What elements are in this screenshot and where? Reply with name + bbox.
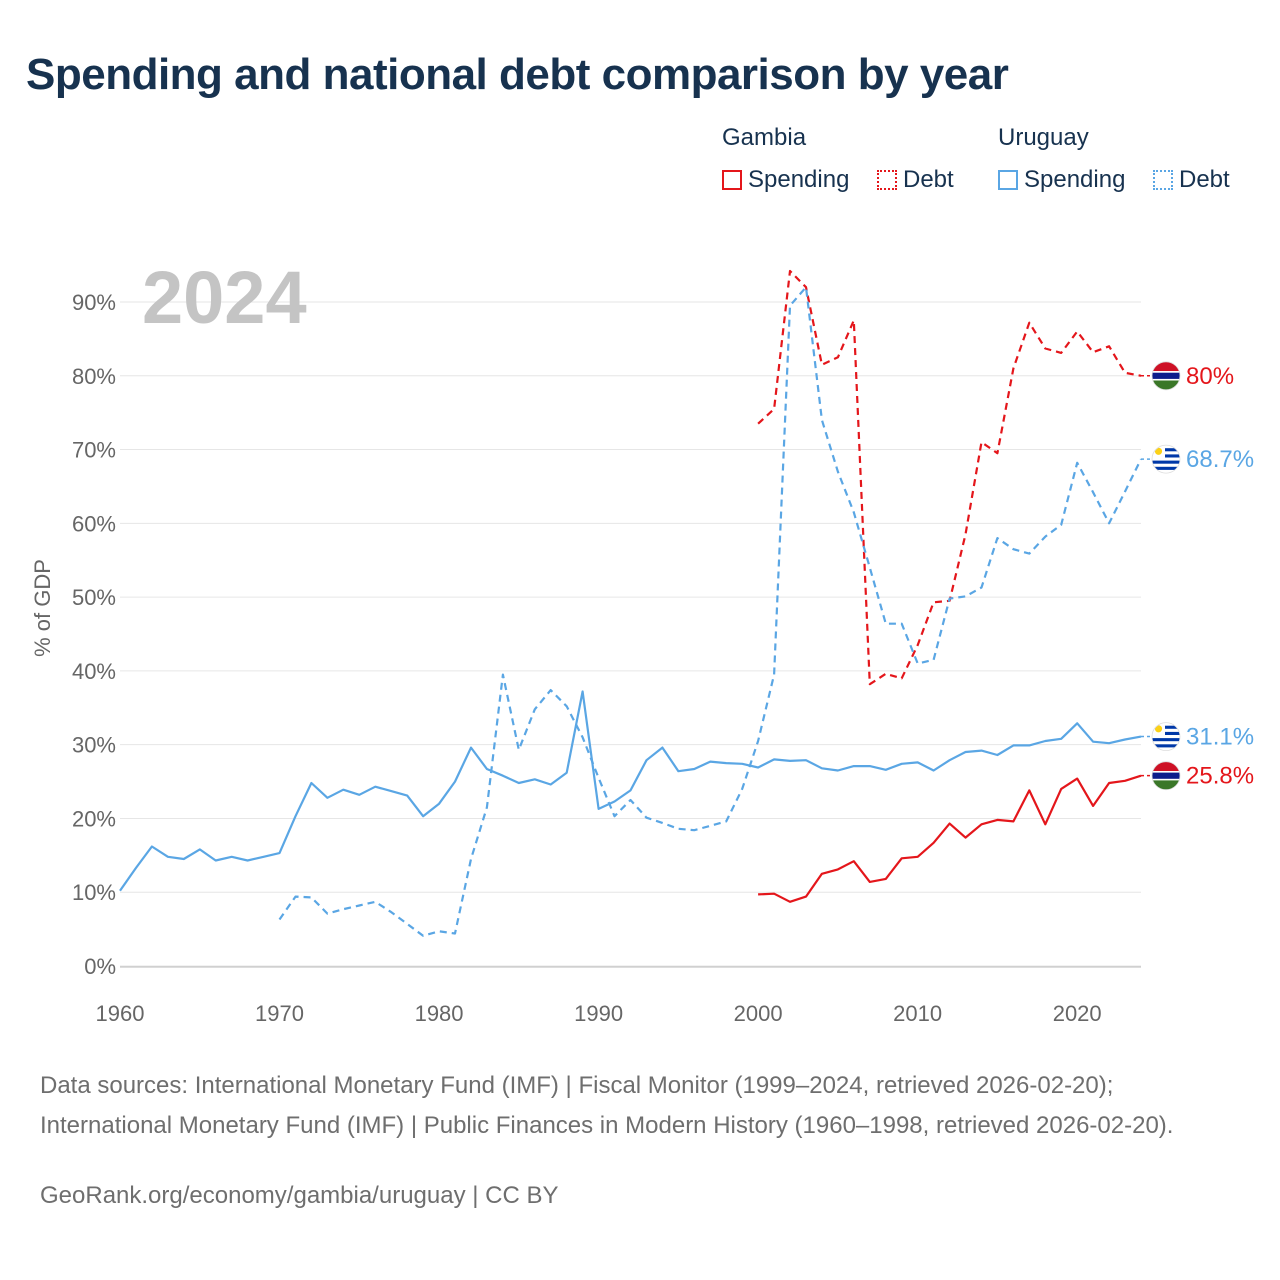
x-tick-label: 1960	[96, 1001, 145, 1026]
x-tick-label: 2010	[893, 1001, 942, 1026]
x-tick-label: 2020	[1053, 1001, 1102, 1026]
legend-swatch-gambia-debt	[877, 170, 897, 190]
y-tick-label: 0%	[84, 954, 116, 979]
y-tick-label: 90%	[72, 290, 116, 315]
legend-group-uruguay: Uruguay	[998, 124, 1089, 151]
legend-swatch-gambia-spending	[722, 170, 742, 190]
data-sources: Data sources: International Monetary Fun…	[40, 1072, 1174, 1139]
legend-label-uruguay-spending: Spending	[1024, 166, 1126, 193]
legend-gambia-spending[interactable]: Spending	[722, 166, 849, 194]
end-value-label: 25.8%	[1186, 763, 1254, 790]
y-axis-label: % of GDP	[30, 559, 55, 657]
y-tick-label: 60%	[72, 511, 116, 536]
y-tick-label: 70%	[72, 438, 116, 463]
chart-title: Spending and national debt comparison by…	[26, 50, 1009, 99]
series-line-gambia-debt[interactable]	[757, 269, 1142, 686]
x-tick-label: 1990	[574, 1001, 623, 1026]
y-tick-label: 50%	[72, 585, 116, 610]
series-line-gambia-spending[interactable]	[758, 774, 1142, 903]
legend-swatch-uruguay-spending	[998, 170, 1018, 190]
legend-label-gambia-spending: Spending	[748, 166, 850, 193]
footer-credit[interactable]: GeoRank.org/economy/gambia/uruguay | CC …	[40, 1182, 559, 1209]
y-tick-label: 80%	[72, 364, 116, 389]
year-watermark: 2024	[142, 256, 307, 339]
legend-label-gambia-debt: Debt	[903, 166, 954, 193]
gambia-flag-icon	[1151, 361, 1181, 391]
legend-uruguay-debt[interactable]: Debt	[1153, 166, 1230, 194]
x-tick-label: 1970	[255, 1001, 304, 1026]
legend-uruguay-spending[interactable]: Spending	[998, 166, 1125, 194]
series-line-uruguay-debt[interactable]	[278, 286, 1142, 937]
end-value-label: 68.7%	[1186, 446, 1254, 473]
end-value-label: 80%	[1186, 363, 1234, 390]
y-tick-label: 30%	[72, 733, 116, 758]
x-tick-label: 1980	[415, 1001, 464, 1026]
uruguay-flag-icon	[1151, 722, 1181, 751]
legend-gambia-debt[interactable]: Debt	[877, 166, 954, 194]
line-chart: 0% 10% 20% 30% 40% 50% 60% 70% 80% 90% 1960 1970 198…	[30, 256, 1254, 1026]
uruguay-flag-icon	[1151, 444, 1181, 474]
legend-swatch-uruguay-debt	[1153, 170, 1173, 190]
x-tick-label: 2000	[734, 1001, 783, 1026]
legend-label-uruguay-debt: Debt	[1179, 166, 1230, 193]
y-tick-label: 20%	[72, 806, 116, 831]
gambia-flag-icon	[1151, 761, 1181, 791]
end-value-label: 31.1%	[1186, 724, 1254, 751]
y-tick-label: 40%	[72, 659, 116, 684]
series-line-uruguay-spending[interactable]	[119, 690, 1142, 892]
y-tick-label: 10%	[72, 880, 116, 905]
legend-group-gambia: Gambia	[722, 124, 807, 151]
